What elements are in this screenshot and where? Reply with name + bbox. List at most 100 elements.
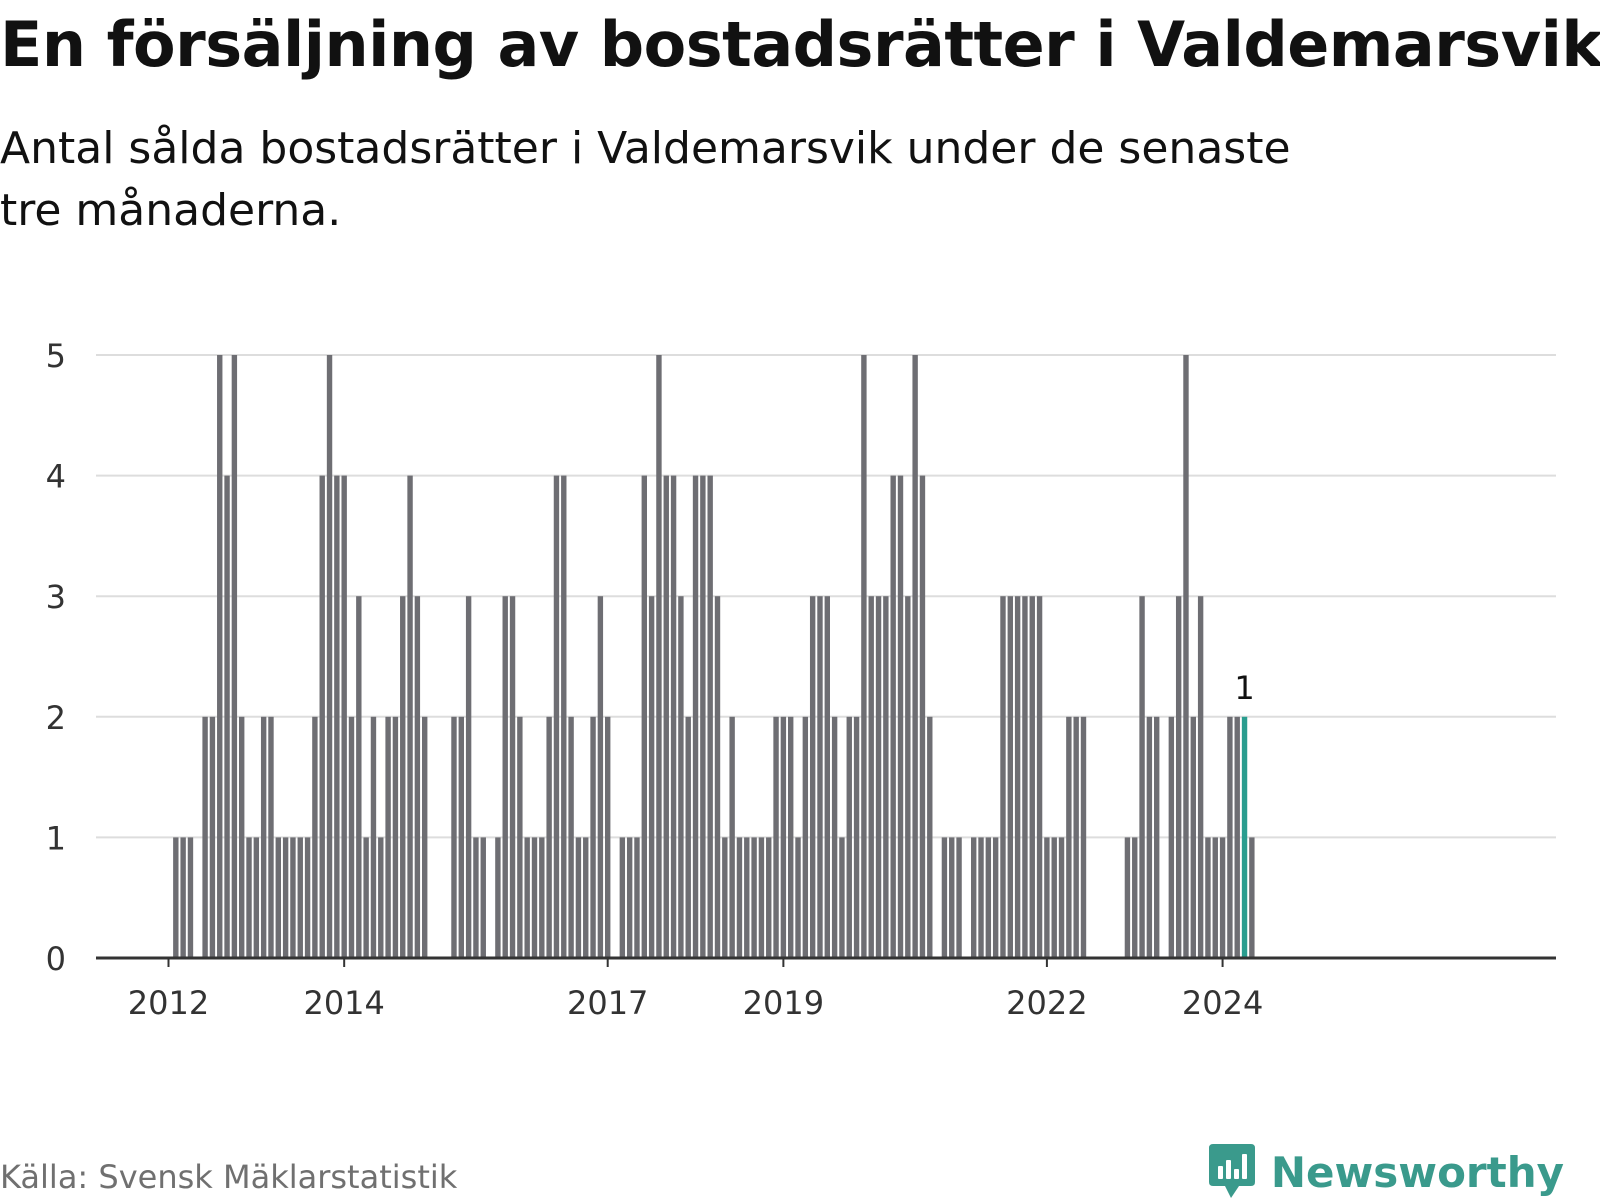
bar (1154, 716, 1160, 958)
bar (736, 837, 743, 958)
bar (846, 716, 852, 958)
bar (670, 475, 677, 958)
bar (619, 837, 626, 958)
bar (853, 716, 860, 958)
bar (1139, 596, 1145, 958)
bar (802, 716, 809, 958)
bar (795, 837, 801, 958)
bar (626, 837, 633, 958)
bar (568, 716, 574, 958)
bar (1205, 837, 1211, 958)
bar (495, 837, 501, 958)
bar (773, 716, 779, 958)
bar (780, 716, 787, 958)
bar (334, 475, 340, 958)
bar (744, 837, 750, 958)
bar (458, 716, 464, 958)
bar (758, 837, 765, 958)
bar (509, 596, 516, 958)
bar (209, 716, 216, 958)
bar (524, 837, 530, 958)
bar (1007, 596, 1013, 958)
bar (312, 716, 318, 958)
bar (1168, 716, 1175, 958)
x-tick-label: 2017 (567, 984, 648, 1022)
bar (561, 475, 567, 958)
bar (260, 716, 267, 958)
bar (341, 475, 347, 958)
bar (1227, 716, 1233, 958)
bar (553, 475, 560, 958)
bar (919, 475, 926, 958)
bar (824, 596, 830, 958)
bar (707, 475, 713, 958)
y-tick-label: 4 (46, 458, 66, 496)
bar (956, 837, 962, 958)
bar (253, 837, 260, 958)
bar (1197, 596, 1204, 958)
bar (290, 837, 296, 958)
bar (1080, 716, 1087, 958)
bar (788, 716, 794, 958)
bar (348, 716, 355, 958)
bar (722, 837, 728, 958)
bar (202, 716, 208, 958)
bar (861, 355, 867, 958)
bar (971, 837, 977, 958)
bar (817, 596, 823, 958)
newsworthy-logo-icon (1208, 1144, 1255, 1198)
bar (407, 475, 413, 958)
x-tick-label: 2024 (1182, 984, 1263, 1022)
bar (700, 475, 706, 958)
bar (985, 837, 992, 958)
bar (714, 596, 721, 958)
bar (897, 475, 904, 958)
bar (831, 716, 838, 958)
bar (1066, 716, 1072, 958)
bar (1124, 837, 1131, 958)
bar (319, 475, 325, 958)
bar (231, 355, 238, 958)
bar (751, 837, 757, 958)
bar (1036, 596, 1043, 958)
bar (451, 716, 457, 958)
bar (949, 837, 955, 958)
bar (517, 716, 523, 958)
bar (502, 596, 508, 958)
bar (422, 716, 428, 958)
bar (648, 596, 655, 958)
bar (217, 355, 223, 958)
bar (1234, 716, 1240, 958)
bar (766, 837, 772, 958)
bar (839, 837, 845, 958)
bar (465, 596, 472, 958)
bar (392, 716, 399, 958)
bar (173, 837, 179, 958)
bar (473, 837, 479, 958)
bar (378, 837, 384, 958)
highlight-data-label: 1 (1234, 669, 1254, 707)
chart-subtitle: Antal sålda bostadsrätter i Valdemarsvik… (0, 123, 1291, 236)
bar (1000, 596, 1006, 958)
bar (1146, 716, 1153, 958)
bar (875, 596, 882, 958)
bar (187, 837, 194, 958)
bar (634, 837, 640, 958)
bar (275, 837, 281, 958)
bar (1014, 596, 1021, 958)
highlight-bar (1241, 716, 1248, 958)
x-tick-label: 2022 (1006, 984, 1087, 1022)
bar (575, 837, 582, 958)
bar (363, 837, 369, 958)
y-tick-label: 0 (46, 940, 66, 978)
bar (385, 716, 391, 958)
bar (656, 355, 662, 958)
bar (480, 837, 486, 958)
bar (590, 716, 596, 958)
bar (1212, 837, 1218, 958)
bar (927, 716, 933, 958)
bar (1073, 716, 1079, 958)
bar (297, 837, 303, 958)
bar (605, 716, 611, 958)
